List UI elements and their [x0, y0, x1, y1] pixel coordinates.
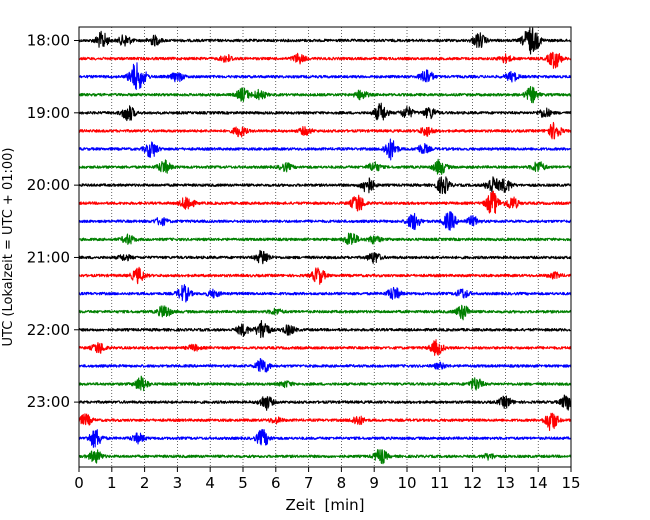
seismic-trace	[78, 211, 572, 231]
x-tick-label: 5	[238, 474, 248, 492]
x-tick-label: 11	[430, 474, 449, 492]
x-tick-label: 8	[337, 474, 347, 492]
seismic-trace	[78, 62, 572, 91]
y-tick-label: 18:00	[27, 32, 70, 50]
y-tick-label: 19:00	[27, 104, 70, 122]
seismic-trace	[78, 339, 572, 356]
y-axis-label: UTC (Lokalzeit = UTC + 01:00)	[1, 148, 16, 347]
x-axis-label: Zeit [min]	[285, 496, 364, 514]
seismic-trace	[78, 394, 572, 411]
y-tick-label: 23:00	[27, 393, 70, 411]
x-tick-label: 7	[304, 474, 314, 492]
seismic-trace	[78, 51, 572, 69]
seismic-trace	[78, 429, 572, 448]
seismic-trace	[78, 176, 572, 195]
x-tick-label: 12	[463, 474, 482, 492]
x-tick-label: 13	[496, 474, 515, 492]
seismic-trace	[78, 358, 572, 373]
seismic-trace	[78, 375, 572, 392]
seismic-trace	[78, 121, 572, 140]
seismic-trace	[78, 190, 572, 214]
seismic-traces	[78, 27, 572, 465]
y-tick-label: 20:00	[27, 176, 70, 194]
y-tick-label: 21:00	[27, 248, 70, 266]
x-tick-label: 0	[74, 474, 84, 492]
seismic-trace	[78, 102, 572, 122]
x-tick-label: 4	[205, 474, 215, 492]
x-axis-ticks: 0 1 2 3 4 5 6 7 8 9 10 11 12 13 14 15	[74, 467, 581, 492]
seismic-trace	[78, 449, 572, 465]
seismic-trace	[78, 266, 572, 285]
seismic-trace	[78, 412, 572, 431]
seismic-trace	[78, 304, 572, 321]
x-tick-label: 2	[140, 474, 150, 492]
y-tick-label: 22:00	[27, 321, 70, 339]
x-tick-label: 15	[561, 474, 580, 492]
seismic-trace	[78, 158, 572, 175]
plot-frame	[78, 26, 572, 468]
x-tick-label: 9	[369, 474, 379, 492]
y-axis-ticks: 18:00 19:00 20:00 21:00 22:00 23:00	[27, 32, 79, 411]
x-tick-label: 3	[173, 474, 183, 492]
x-tick-label: 14	[529, 474, 548, 492]
seismic-trace	[78, 249, 572, 265]
seismic-trace	[78, 319, 572, 339]
x-tick-label: 10	[397, 474, 416, 492]
x-tick-label: 6	[271, 474, 281, 492]
seismic-trace	[78, 138, 572, 161]
seismic-trace	[78, 86, 572, 104]
x-tick-label: 1	[107, 474, 117, 492]
grid-lines	[111, 27, 539, 467]
seismic-trace	[78, 232, 572, 245]
seismic-trace	[78, 284, 572, 303]
seismic-trace	[78, 27, 572, 55]
